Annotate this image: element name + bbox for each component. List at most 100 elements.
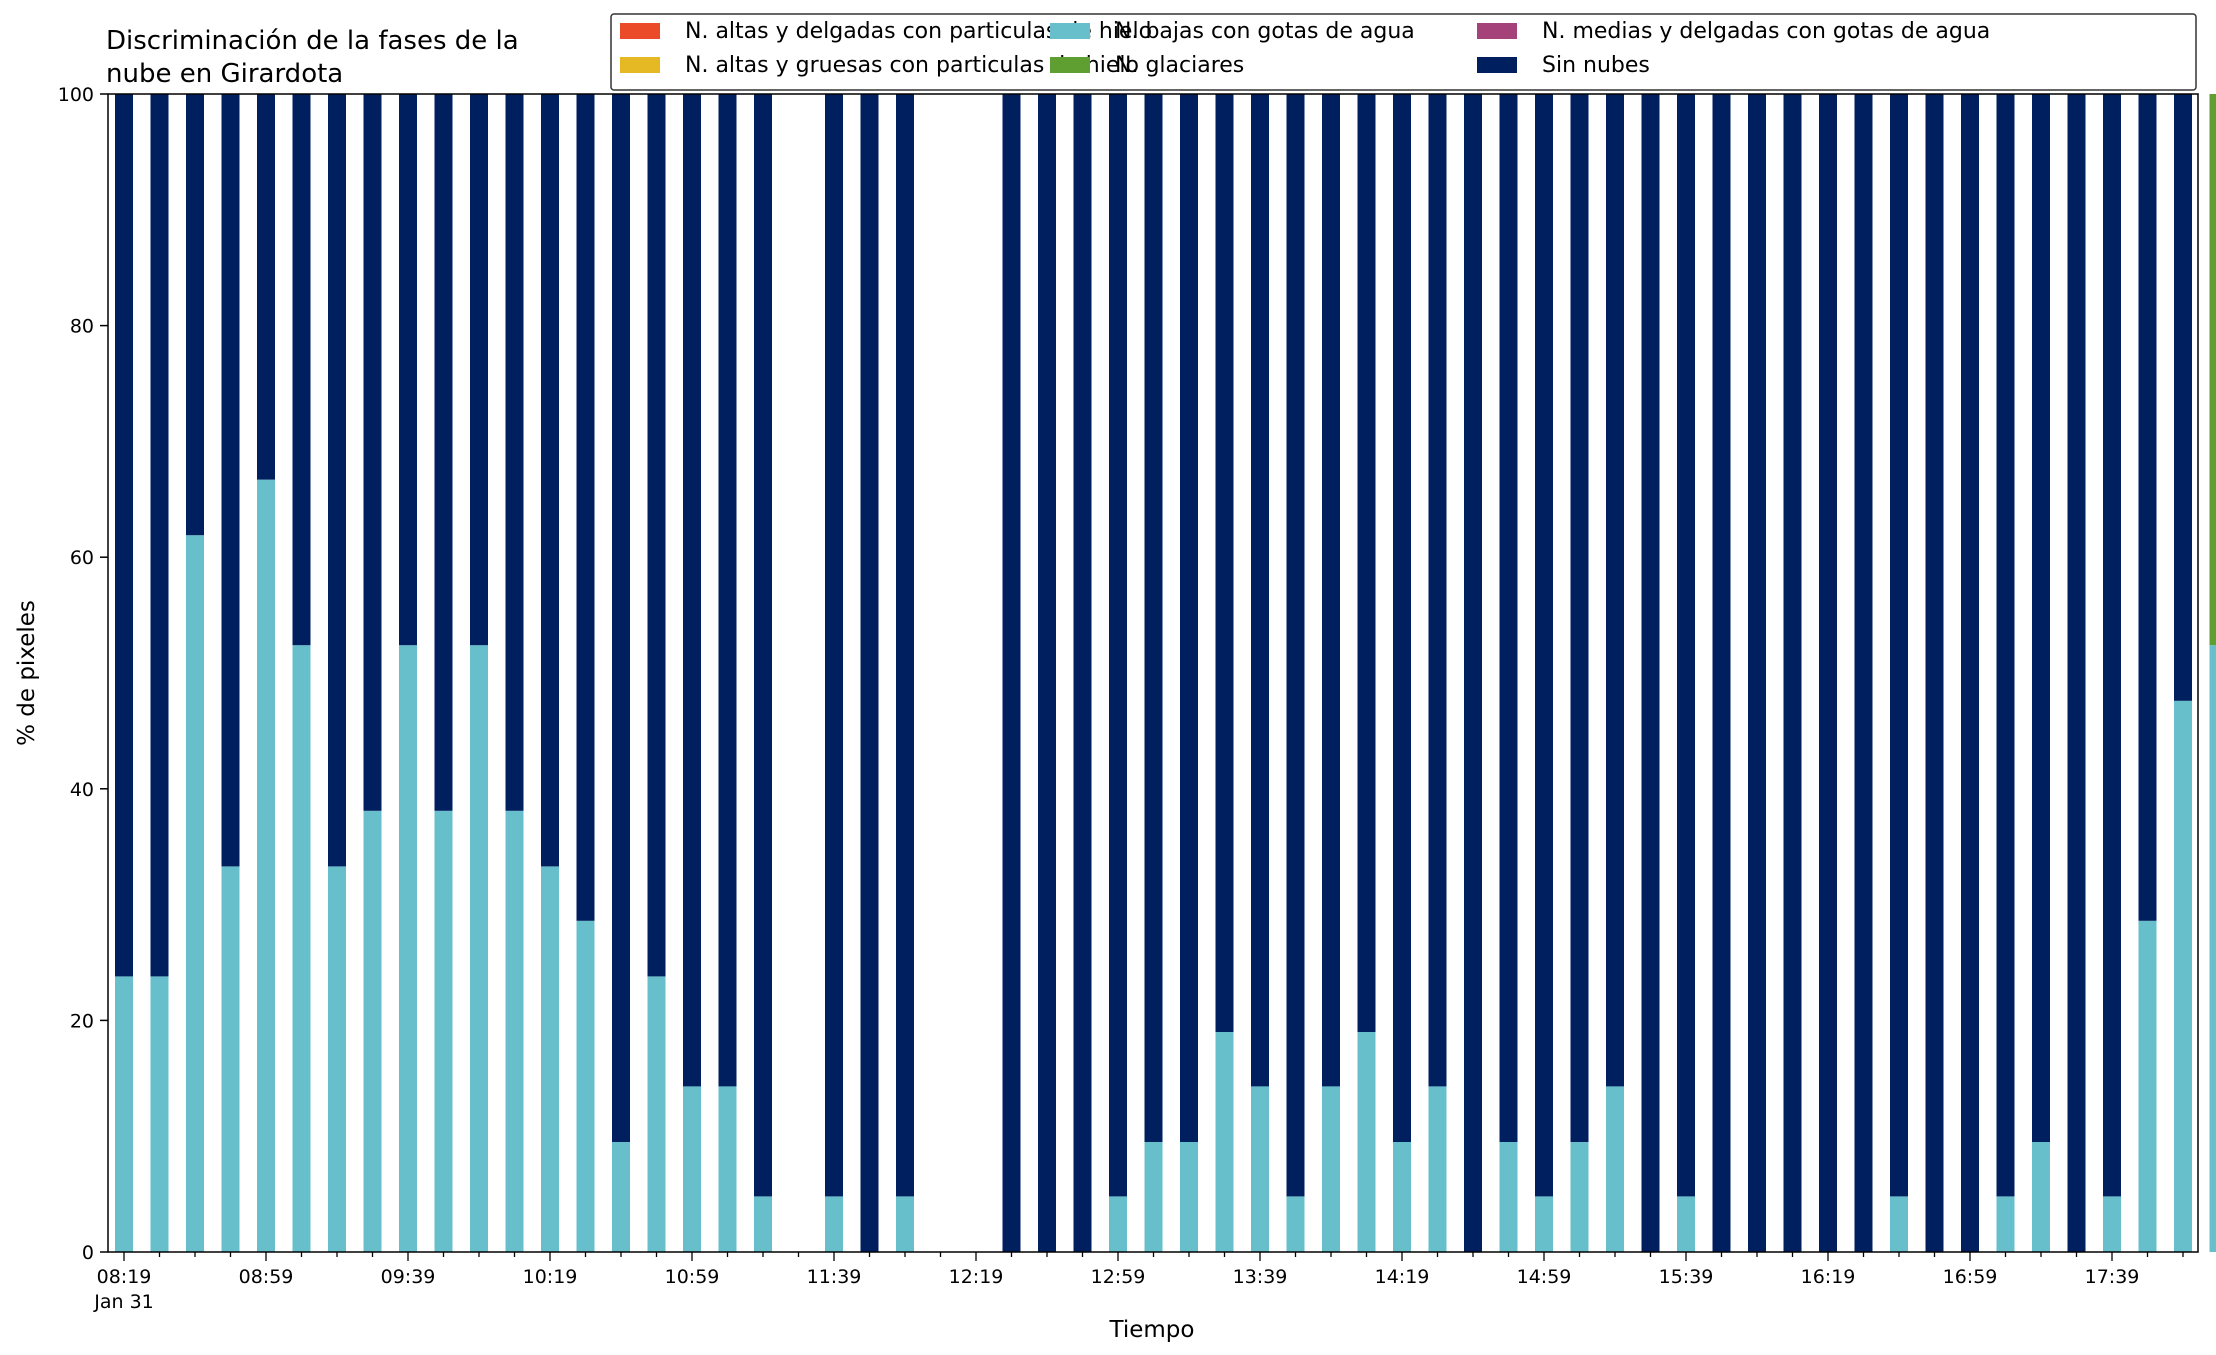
bar-segment-5-31	[1215, 94, 1234, 1032]
bar-segment-5-10	[470, 94, 488, 646]
legend-swatch-5	[1477, 57, 1517, 73]
y-axis-label: % de pixeles	[14, 600, 40, 746]
bar-segment-5-37	[1428, 94, 1447, 1087]
bar-segment-5-15	[647, 94, 666, 977]
bar-segment-5-40	[1535, 94, 1553, 1197]
x-tick-label-9: 14:19	[1375, 1266, 1430, 1288]
legend-swatch-0	[620, 23, 660, 39]
bar-segment-5-41	[1570, 94, 1589, 1142]
bar-segment-5-33	[1286, 94, 1305, 1197]
x-tick-label-10: 14:59	[1517, 1266, 1572, 1288]
bar-segment-5-8	[399, 94, 417, 646]
bar-segment-2-2	[186, 535, 204, 1252]
x-tick-label-2: 09:39	[381, 1266, 436, 1288]
bars-group	[115, 94, 2216, 1253]
legend-label-4: N. glaciares	[1115, 53, 1244, 78]
bar-segment-5-54	[2032, 94, 2050, 1142]
bar-segment-5-57	[2138, 94, 2157, 921]
legend-frame	[610, 13, 2197, 91]
bar-segment-2-8	[399, 645, 417, 1252]
x-tick-label-8: 13:39	[1233, 1266, 1288, 1288]
bar-segment-5-30	[1180, 94, 1198, 1142]
x-tick-label-11: 15:39	[1659, 1266, 1714, 1288]
bar-segment-2-33	[1286, 1196, 1305, 1252]
bar-segment-5-28	[1109, 94, 1127, 1197]
bar-segment-5-14	[612, 94, 630, 1142]
bar-segment-5-1	[150, 94, 169, 977]
bar-segment-5-50	[1890, 94, 1908, 1197]
bar-segment-5-27	[1073, 94, 1092, 1252]
y-tick-label-5: 100	[58, 84, 94, 106]
bar-segment-5-18	[754, 94, 772, 1197]
legend-label-2: N. bajas con gotas de agua	[1115, 19, 1415, 44]
bar-segment-2-11	[505, 810, 524, 1252]
bar-segment-5-35	[1357, 94, 1376, 1032]
bar-segment-2-9	[434, 810, 453, 1252]
bar-segment-5-25	[1002, 94, 1021, 1252]
bar-segment-5-48	[1819, 94, 1837, 1252]
bar-segment-2-54	[2032, 1142, 2050, 1252]
legend-swatch-1	[620, 57, 660, 73]
bar-segment-5-38	[1464, 94, 1482, 1252]
bar-segment-2-0	[115, 976, 133, 1252]
legend-swatch-3	[1477, 23, 1517, 39]
x-axis-label: Tiempo	[1109, 1317, 1195, 1343]
bar-segment-5-22	[896, 94, 914, 1197]
bar-segment-5-4	[257, 94, 275, 480]
bar-segment-2-20	[825, 1196, 843, 1252]
legend-label-5: Sin nubes	[1542, 53, 1650, 78]
bar-segment-5-34	[1322, 94, 1340, 1087]
bar-segment-2-15	[647, 976, 666, 1252]
legend-swatch-4	[1050, 57, 1090, 73]
bar-segment-2-40	[1535, 1196, 1553, 1252]
legend: N. altas y delgadas con particulas de hi…	[610, 13, 2197, 91]
y-axis: 0 20 40 60 80 100	[58, 84, 108, 1264]
bar-segment-2-4	[257, 479, 275, 1253]
x-date-label: Jan 31	[93, 1291, 154, 1313]
bar-segment-2-13	[576, 920, 595, 1252]
bar-segment-2-44	[1677, 1196, 1695, 1252]
bar-segment-2-3	[221, 866, 240, 1252]
bar-segment-5-55	[2067, 94, 2086, 1252]
bar-segment-2-1	[150, 976, 169, 1252]
bar-segment-2-42	[1606, 1086, 1624, 1252]
bar-segment-5-36	[1393, 94, 1411, 1142]
bar-segment-5-51	[1925, 94, 1944, 1252]
bar-segment-2-50	[1890, 1196, 1908, 1252]
bar-segment-2-36	[1393, 1142, 1411, 1252]
x-tick-label-0: 08:19	[97, 1266, 152, 1288]
bar-segment-2-17	[718, 1086, 737, 1252]
bar-segment-5-9	[434, 94, 453, 811]
bar-segment-2-29	[1144, 1142, 1163, 1252]
bar-segment-5-2	[186, 94, 204, 536]
bar-segment-5-29	[1144, 94, 1163, 1142]
y-tick-label-0: 0	[82, 1242, 94, 1264]
x-tick-label-5: 11:39	[807, 1266, 862, 1288]
bar-segment-2-56	[2103, 1196, 2121, 1252]
bar-segment-5-0	[115, 94, 133, 977]
bar-segment-2-12	[541, 866, 559, 1252]
bar-segment-2-35	[1357, 1032, 1376, 1252]
bar-segment-2-30	[1180, 1142, 1198, 1252]
bar-segment-2-32	[1251, 1086, 1269, 1252]
bar-segment-5-16	[683, 94, 701, 1087]
bar-segment-2-14	[612, 1142, 630, 1252]
bar-segment-2-7	[363, 810, 382, 1252]
x-tick-label-4: 10:59	[665, 1266, 720, 1288]
y-tick-label-2: 40	[70, 779, 94, 801]
bar-segment-5-44	[1677, 94, 1695, 1197]
bar-segment-5-46	[1748, 94, 1766, 1252]
bar-segment-5-56	[2103, 94, 2121, 1197]
bar-segment-2-57	[2138, 920, 2157, 1252]
bar-segment-2-34	[1322, 1086, 1340, 1252]
bar-segment-5-49	[1854, 94, 1873, 1252]
bar-segment-2-5	[292, 645, 311, 1252]
bar-segment-2-10	[470, 645, 488, 1252]
bar-segment-5-12	[541, 94, 559, 867]
bar-segment-2-18	[754, 1196, 772, 1252]
x-tick-label-12: 16:19	[1801, 1266, 1856, 1288]
bar-segment-2-59	[2209, 645, 2216, 1252]
bar-segment-5-52	[1961, 94, 1979, 1252]
x-tick-label-7: 12:59	[1091, 1266, 1146, 1288]
bar-segment-5-3	[221, 94, 240, 867]
